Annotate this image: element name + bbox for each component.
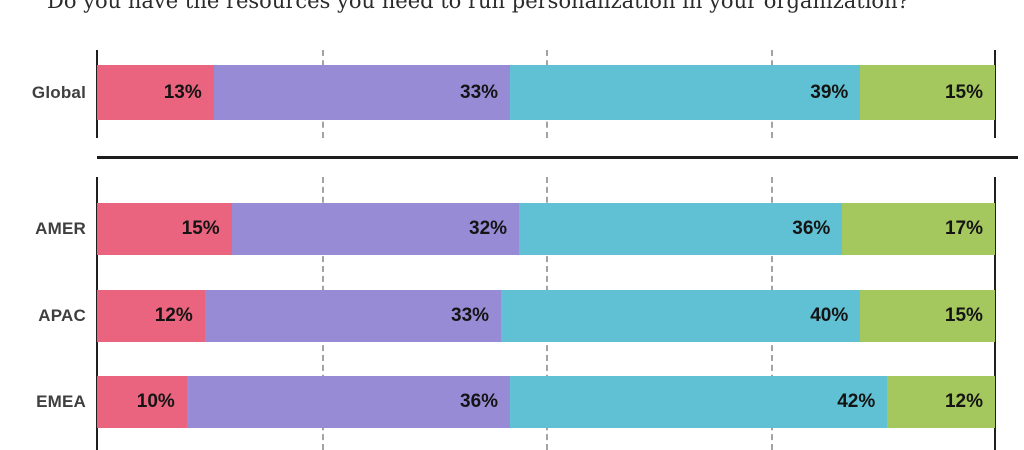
axis-line-right bbox=[994, 177, 996, 450]
bar-row-emea: EMEA 10% 36% 42% 12% bbox=[0, 376, 1024, 428]
bar-segment-2: 33% bbox=[204, 290, 502, 342]
segment-value-label: 32% bbox=[469, 218, 508, 239]
segment-value-label: 40% bbox=[810, 305, 849, 326]
stacked-bar: 12% 33% 40% 15% bbox=[97, 290, 995, 342]
category-label: AMER bbox=[35, 219, 86, 238]
bar-row-apac: APAC 12% 33% 40% 15% bbox=[0, 290, 1024, 342]
bar-segment-2: 32% bbox=[231, 203, 520, 255]
bar-segment-1: 15% bbox=[97, 203, 232, 255]
bar-segment-3: 40% bbox=[501, 290, 861, 342]
segment-value-label: 15% bbox=[944, 305, 983, 326]
segment-value-label: 36% bbox=[792, 218, 831, 239]
category-label: Global bbox=[31, 82, 86, 102]
bar-segment-1: 10% bbox=[97, 376, 187, 428]
category-label: APAC bbox=[38, 306, 86, 325]
axis-line-right bbox=[994, 50, 996, 138]
bar-row-global: Global 13% 33% 39% 15% bbox=[0, 65, 1024, 120]
bar-segment-3: 42% bbox=[510, 376, 888, 428]
chart-separator bbox=[97, 156, 1018, 159]
bar-segment-2: 36% bbox=[186, 376, 511, 428]
regions-rows: AMER 15% 32% 36% 17% APAC 12% 33% 40% 15% EMEA 10% 3… bbox=[0, 177, 1024, 450]
stacked-bar: 15% 32% 36% 17% bbox=[97, 203, 995, 255]
bar-segment-4: 15% bbox=[860, 65, 995, 120]
segment-value-label: 15% bbox=[944, 81, 983, 103]
segment-value-label: 15% bbox=[181, 218, 220, 239]
bar-segment-1: 12% bbox=[97, 290, 205, 342]
chart-title: Do you have the resources you need to ru… bbox=[47, 0, 909, 13]
global-chart-section: Global 13% 33% 39% 15% bbox=[0, 50, 1024, 138]
segment-value-label: 42% bbox=[837, 391, 876, 412]
segment-value-label: 10% bbox=[136, 391, 175, 412]
segment-value-label: 39% bbox=[810, 81, 849, 103]
bar-segment-4: 17% bbox=[842, 203, 995, 255]
global-rows: Global 13% 33% 39% 15% bbox=[0, 50, 1024, 138]
segment-value-label: 13% bbox=[163, 81, 202, 103]
segment-value-label: 36% bbox=[460, 391, 499, 412]
regions-chart-section: AMER 15% 32% 36% 17% APAC 12% 33% 40% 15% EMEA 10% 3… bbox=[0, 177, 1024, 450]
category-label: EMEA bbox=[36, 392, 86, 411]
bar-segment-4: 12% bbox=[887, 376, 995, 428]
bar-row-amer: AMER 15% 32% 36% 17% bbox=[0, 203, 1024, 255]
bar-segment-3: 39% bbox=[510, 65, 861, 120]
segment-value-label: 33% bbox=[451, 305, 490, 326]
segment-value-label: 17% bbox=[944, 218, 983, 239]
segment-value-label: 12% bbox=[944, 391, 983, 412]
stacked-bar: 13% 33% 39% 15% bbox=[97, 65, 995, 120]
segment-value-label: 12% bbox=[154, 305, 193, 326]
segment-value-label: 33% bbox=[460, 81, 499, 103]
bar-segment-1: 13% bbox=[97, 65, 214, 120]
stacked-bar: 10% 36% 42% 12% bbox=[97, 376, 995, 428]
bar-segment-2: 33% bbox=[213, 65, 511, 120]
bar-segment-3: 36% bbox=[519, 203, 843, 255]
bar-segment-4: 15% bbox=[860, 290, 995, 342]
